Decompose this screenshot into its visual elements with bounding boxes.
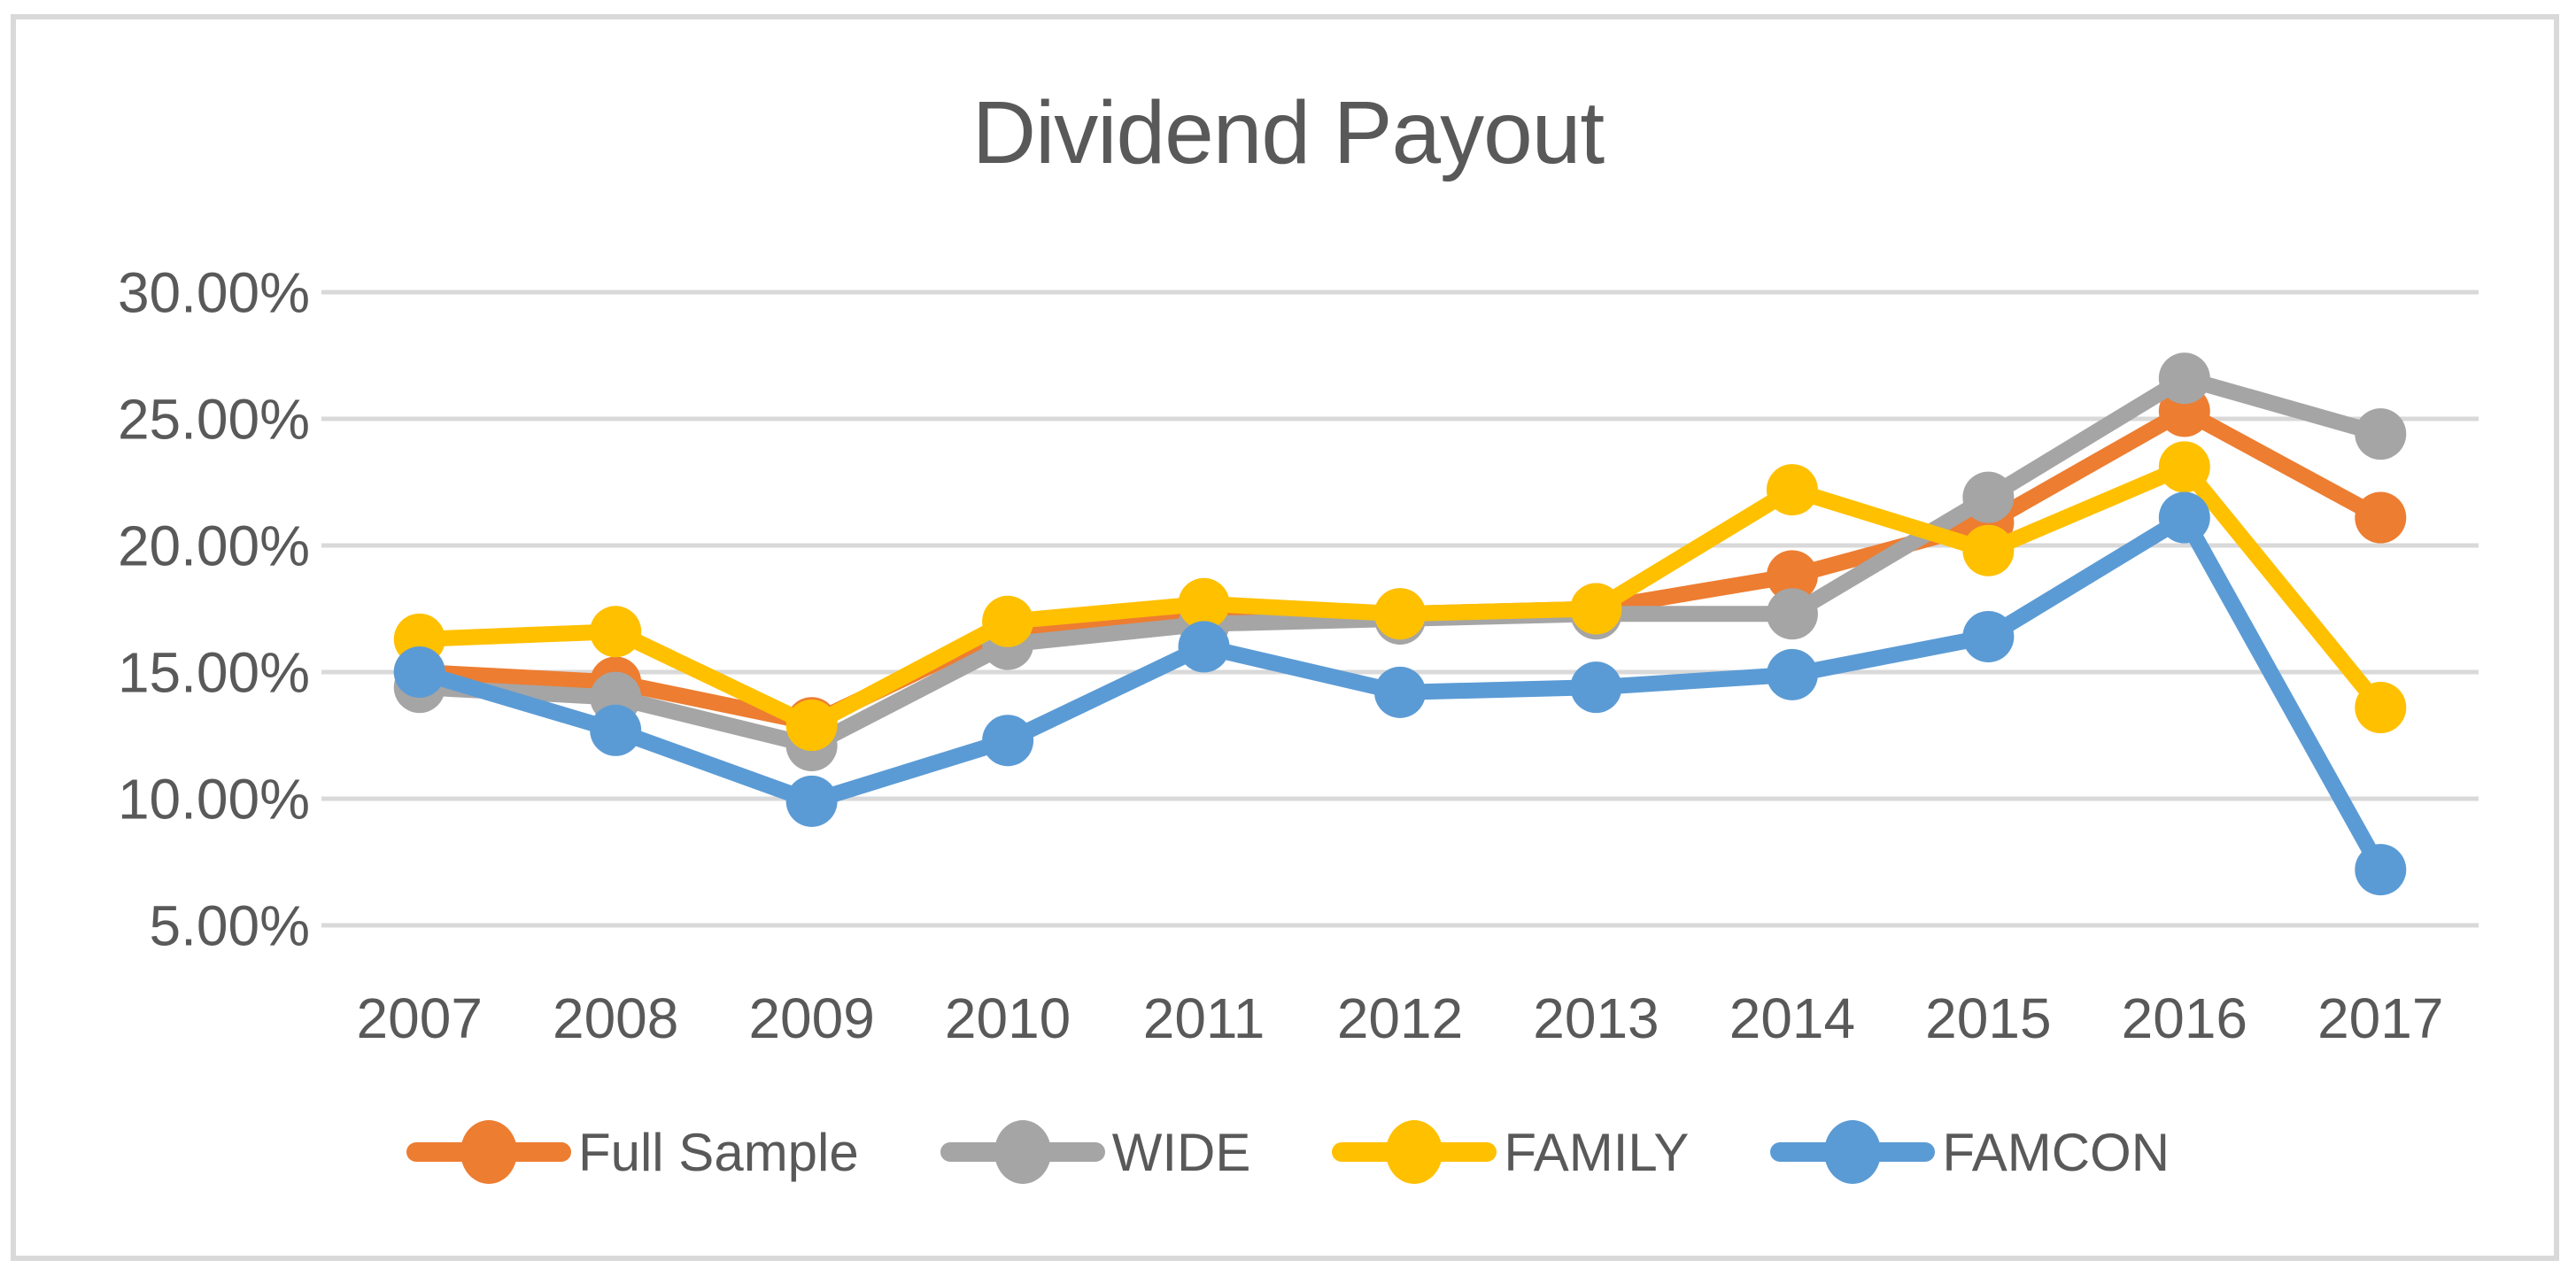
legend-item-full-sample: Full Sample xyxy=(406,1117,859,1187)
data-point-famcon-2016 xyxy=(2158,491,2210,544)
data-point-famcon-2008 xyxy=(590,704,642,756)
y-axis-tick-label: 10.00% xyxy=(118,767,310,831)
data-point-family-2017 xyxy=(2355,682,2407,734)
chart-title: Dividend Payout xyxy=(971,83,1605,182)
legend-marker-icon xyxy=(940,1117,1105,1187)
data-point-famcon-2013 xyxy=(1570,661,1622,714)
data-point-famcon-2014 xyxy=(1766,648,1818,700)
x-axis-tick-label-2013: 2013 xyxy=(1533,986,1659,1050)
data-point-famcon-2010 xyxy=(982,715,1034,767)
legend-marker-dot xyxy=(1824,1120,1882,1184)
x-axis-tick-label-2011: 2011 xyxy=(1143,986,1265,1050)
data-point-family-2013 xyxy=(1570,583,1622,635)
legend-marker-icon xyxy=(406,1117,571,1187)
data-point-famcon-2009 xyxy=(785,775,838,827)
data-point-family-2012 xyxy=(1374,588,1426,640)
data-point-famcon-2015 xyxy=(1962,610,2015,662)
data-point-wide-2016 xyxy=(2158,352,2210,405)
legend-marker-icon xyxy=(1770,1117,1936,1187)
x-axis-tick-label-2010: 2010 xyxy=(945,986,1071,1050)
legend-marker-dot xyxy=(1386,1120,1443,1184)
data-point-family-2008 xyxy=(590,606,642,658)
data-point-wide-2015 xyxy=(1962,471,2015,523)
legend-marker-icon xyxy=(1332,1117,1497,1187)
legend-marker-dot xyxy=(460,1120,517,1184)
data-point-famcon-2011 xyxy=(1178,621,1230,673)
data-point-wide-2017 xyxy=(2355,408,2407,460)
chart-legend: Full Sample WIDE FAMILY FAMCON xyxy=(0,1114,2576,1190)
legend-label: Full Sample xyxy=(577,1122,859,1182)
data-point-family-2010 xyxy=(982,595,1034,647)
y-axis-tick-label: 20.00% xyxy=(118,514,310,577)
legend-item-famcon: FAMCON xyxy=(1770,1117,2170,1187)
x-axis-tick-label-2014: 2014 xyxy=(1729,986,1855,1050)
data-point-full-sample-2017 xyxy=(2355,491,2407,544)
data-point-famcon-2012 xyxy=(1374,666,1426,718)
data-point-family-2016 xyxy=(2158,441,2210,493)
data-point-full-sample-2014 xyxy=(1766,550,1818,602)
x-axis-tick-label-2008: 2008 xyxy=(553,986,678,1050)
legend-item-wide: WIDE xyxy=(940,1117,1251,1187)
legend-label: FAMILY xyxy=(1504,1122,1690,1182)
chart-frame-border xyxy=(11,14,2559,1261)
data-point-family-2014 xyxy=(1766,464,1818,516)
x-axis-tick-label-2012: 2012 xyxy=(1337,986,1463,1050)
data-point-family-2009 xyxy=(785,700,838,752)
data-point-family-2011 xyxy=(1178,577,1230,630)
legend-marker-dot xyxy=(994,1120,1051,1184)
y-axis-tick-label: 15.00% xyxy=(118,640,310,704)
x-axis-tick-label-2017: 2017 xyxy=(2317,986,2443,1050)
x-axis-tick-label-2007: 2007 xyxy=(357,986,483,1050)
x-axis-tick-label-2016: 2016 xyxy=(2122,986,2247,1050)
y-axis-tick-label: 30.00% xyxy=(118,260,310,324)
data-point-famcon-2007 xyxy=(393,646,445,698)
data-point-famcon-2017 xyxy=(2355,844,2407,896)
data-point-wide-2014 xyxy=(1766,588,1818,640)
legend-label: FAMCON xyxy=(1942,1122,2170,1182)
x-axis-tick-label-2015: 2015 xyxy=(1925,986,2051,1050)
x-axis-tick-label-2009: 2009 xyxy=(748,986,874,1050)
legend-item-family: FAMILY xyxy=(1332,1117,1689,1187)
y-axis-tick-label: 25.00% xyxy=(118,387,310,451)
y-axis-tick-label: 5.00% xyxy=(150,893,310,957)
legend-label: WIDE xyxy=(1111,1122,1251,1182)
data-point-family-2015 xyxy=(1962,524,2015,576)
